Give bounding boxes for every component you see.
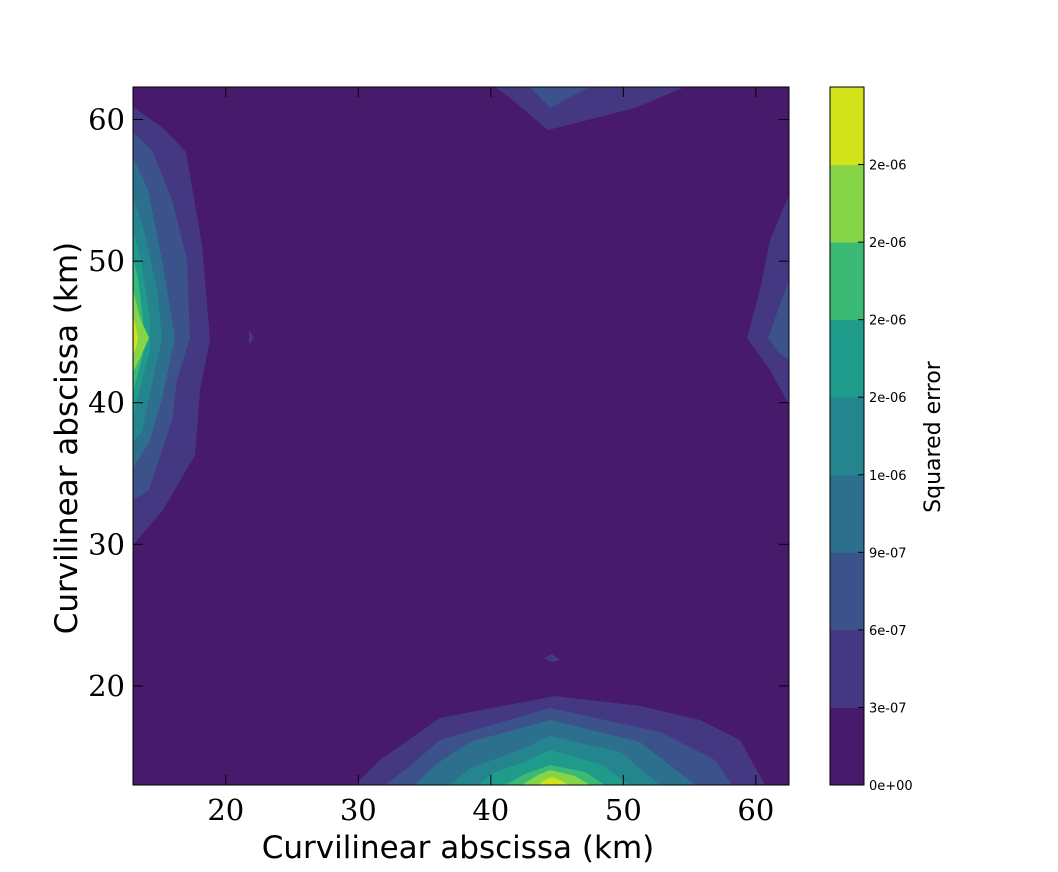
y-axis-label: Curvilinear abscissa (km) xyxy=(49,242,85,635)
plot-area xyxy=(133,87,789,785)
plot-frame xyxy=(132,86,790,786)
colorbar-tick-label: 1e-06 xyxy=(869,469,907,484)
colorbar-tick-label: 2e-06 xyxy=(869,391,907,406)
colorbar-tick-label: 6e-07 xyxy=(869,624,907,639)
x-tick-label: 50 xyxy=(605,793,642,827)
colorbar-tick-label: 2e-06 xyxy=(869,314,907,329)
contour-band-top-2 xyxy=(530,87,590,108)
colorbar-band xyxy=(830,87,864,166)
y-axis: 20 30 40 50 60 xyxy=(88,103,789,703)
colorbar-frame xyxy=(829,86,865,786)
contour-band-right-1 xyxy=(747,195,789,405)
colorbar-tick-label: 2e-06 xyxy=(869,236,907,251)
x-tick-label: 30 xyxy=(340,793,377,827)
contour-speck-2 xyxy=(544,654,560,662)
colorbar-band xyxy=(830,319,864,398)
x-tick-label: 40 xyxy=(472,793,509,827)
colorbar-band xyxy=(830,397,864,476)
y-tick-label: 50 xyxy=(88,244,125,278)
colorbar-tick-label: 3e-07 xyxy=(869,701,907,716)
contour-speck-1 xyxy=(249,330,254,344)
x-axis: 20 30 40 50 60 xyxy=(207,87,774,827)
contour-band-bottom-8 xyxy=(538,777,568,785)
colorbar-band xyxy=(830,707,864,786)
contour-band-bottom-7 xyxy=(522,770,590,785)
colorbar-tick-label: 0e+00 xyxy=(869,779,913,794)
contour-fills xyxy=(133,87,789,785)
contour-band-left-8 xyxy=(133,315,138,355)
y-tick-label: 60 xyxy=(88,103,125,137)
colorbar-label: Squared error xyxy=(921,360,946,513)
y-tick-label: 40 xyxy=(88,386,125,420)
x-axis-label: Curvilinear abscissa (km) xyxy=(262,830,655,866)
colorbar-band xyxy=(830,242,864,321)
y-tick-label: 20 xyxy=(88,669,125,703)
contour-band-left-7 xyxy=(133,290,149,372)
colorbar-band xyxy=(830,474,864,553)
colorbar-tick-label: 2e-06 xyxy=(869,159,907,174)
x-tick-label: 60 xyxy=(737,793,774,827)
colorbar-tick-label: 9e-07 xyxy=(869,546,907,561)
colorbar-band xyxy=(830,164,864,243)
x-tick-label: 20 xyxy=(207,793,244,827)
contour-band-right-2 xyxy=(768,280,789,360)
colorbar-band xyxy=(830,552,864,631)
colorbar: 0e+00 3e-07 6e-07 9e-07 1e-06 2e-06 2e-06 2e-06… xyxy=(829,86,913,794)
colorbar-band xyxy=(830,629,864,708)
y-tick-label: 30 xyxy=(88,527,125,561)
